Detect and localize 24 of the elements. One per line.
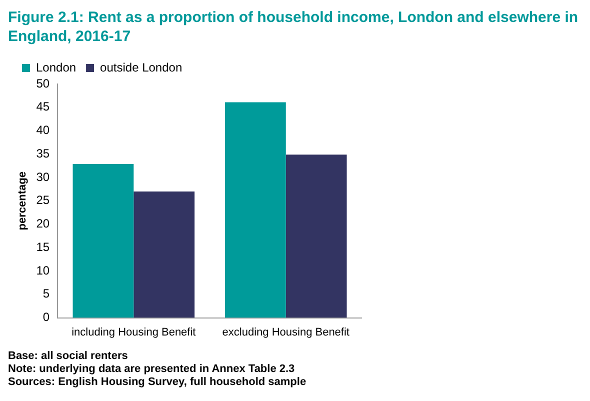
y-tick-label: 45 [36,100,50,114]
bar [72,164,134,318]
y-tick-label: 25 [36,193,50,208]
y-tick-label: 0 [42,310,50,324]
chart-title: Figure 2.1: Rent as a proportion of household income, London and elsewhere in England, 2016-17 [8,8,580,46]
y-tick-label: 5 [42,286,50,301]
source-note: Sources: English Housing Survey, full household sample [8,376,308,389]
y-tick-label: 20 [36,216,50,231]
x-tick-label: including Housing Benefit [72,326,196,338]
y-tick-label: 35 [36,146,50,160]
y-tick-label: 15 [36,240,50,254]
legend-label: outside London [100,60,182,74]
x-tick-label: excluding Housing Benefit [222,326,350,338]
y-tick-label: 10 [36,263,50,278]
bar [224,102,286,318]
y-tick-label: 50 [36,76,50,90]
text: Note: underlying data are presented in Annex Table 2.3 [8,363,296,376]
legend-label: London [36,60,76,74]
y-tick-label: 30 [36,170,50,184]
bar [286,154,347,318]
text: Base: all social renters [8,350,129,363]
bar [134,192,195,318]
y-tick-label: 40 [36,123,50,138]
y-axis-title: percentage [16,172,29,230]
